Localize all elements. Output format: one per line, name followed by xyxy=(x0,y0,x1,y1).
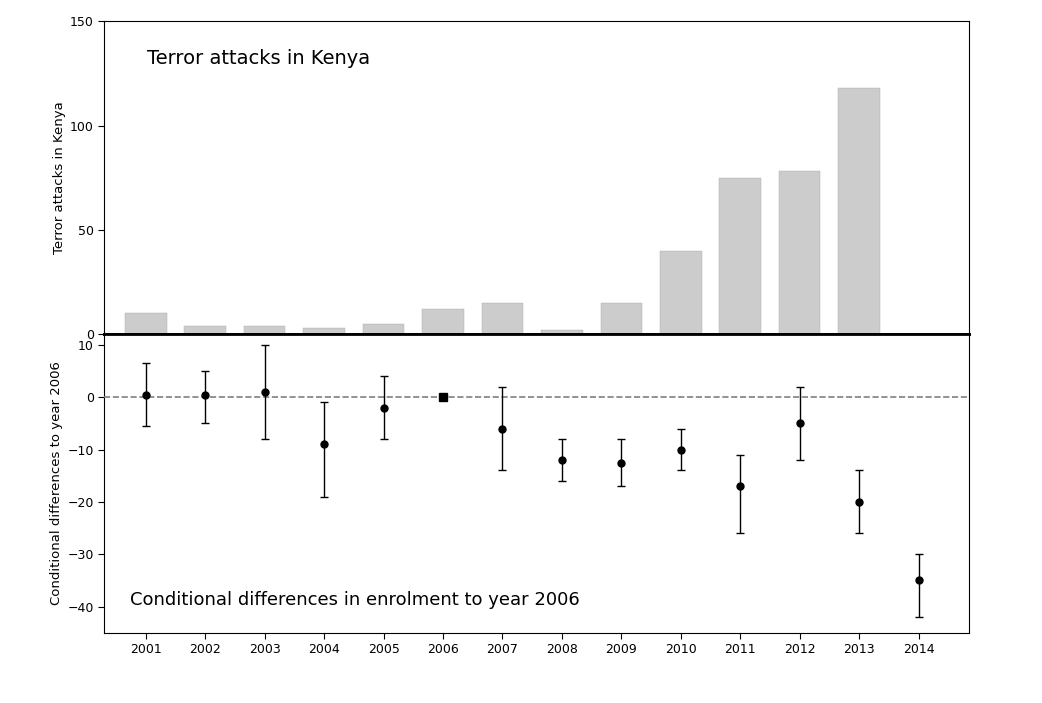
Bar xyxy=(660,251,701,335)
Bar xyxy=(481,303,523,335)
Bar xyxy=(422,309,464,335)
Bar xyxy=(541,330,582,335)
Bar xyxy=(244,326,286,335)
Bar xyxy=(600,303,642,335)
Bar xyxy=(839,88,879,335)
Bar xyxy=(363,324,404,335)
Bar xyxy=(778,172,820,335)
Y-axis label: Conditional differences to year 2006: Conditional differences to year 2006 xyxy=(50,361,64,605)
Bar xyxy=(125,314,167,335)
Bar xyxy=(719,178,761,335)
Bar xyxy=(184,326,226,335)
Bar xyxy=(303,328,345,335)
Y-axis label: Terror attacks in Kenya: Terror attacks in Kenya xyxy=(53,101,66,254)
Text: Conditional differences in enrolment to year 2006: Conditional differences in enrolment to … xyxy=(130,591,580,609)
Text: Terror attacks in Kenya: Terror attacks in Kenya xyxy=(148,49,371,68)
